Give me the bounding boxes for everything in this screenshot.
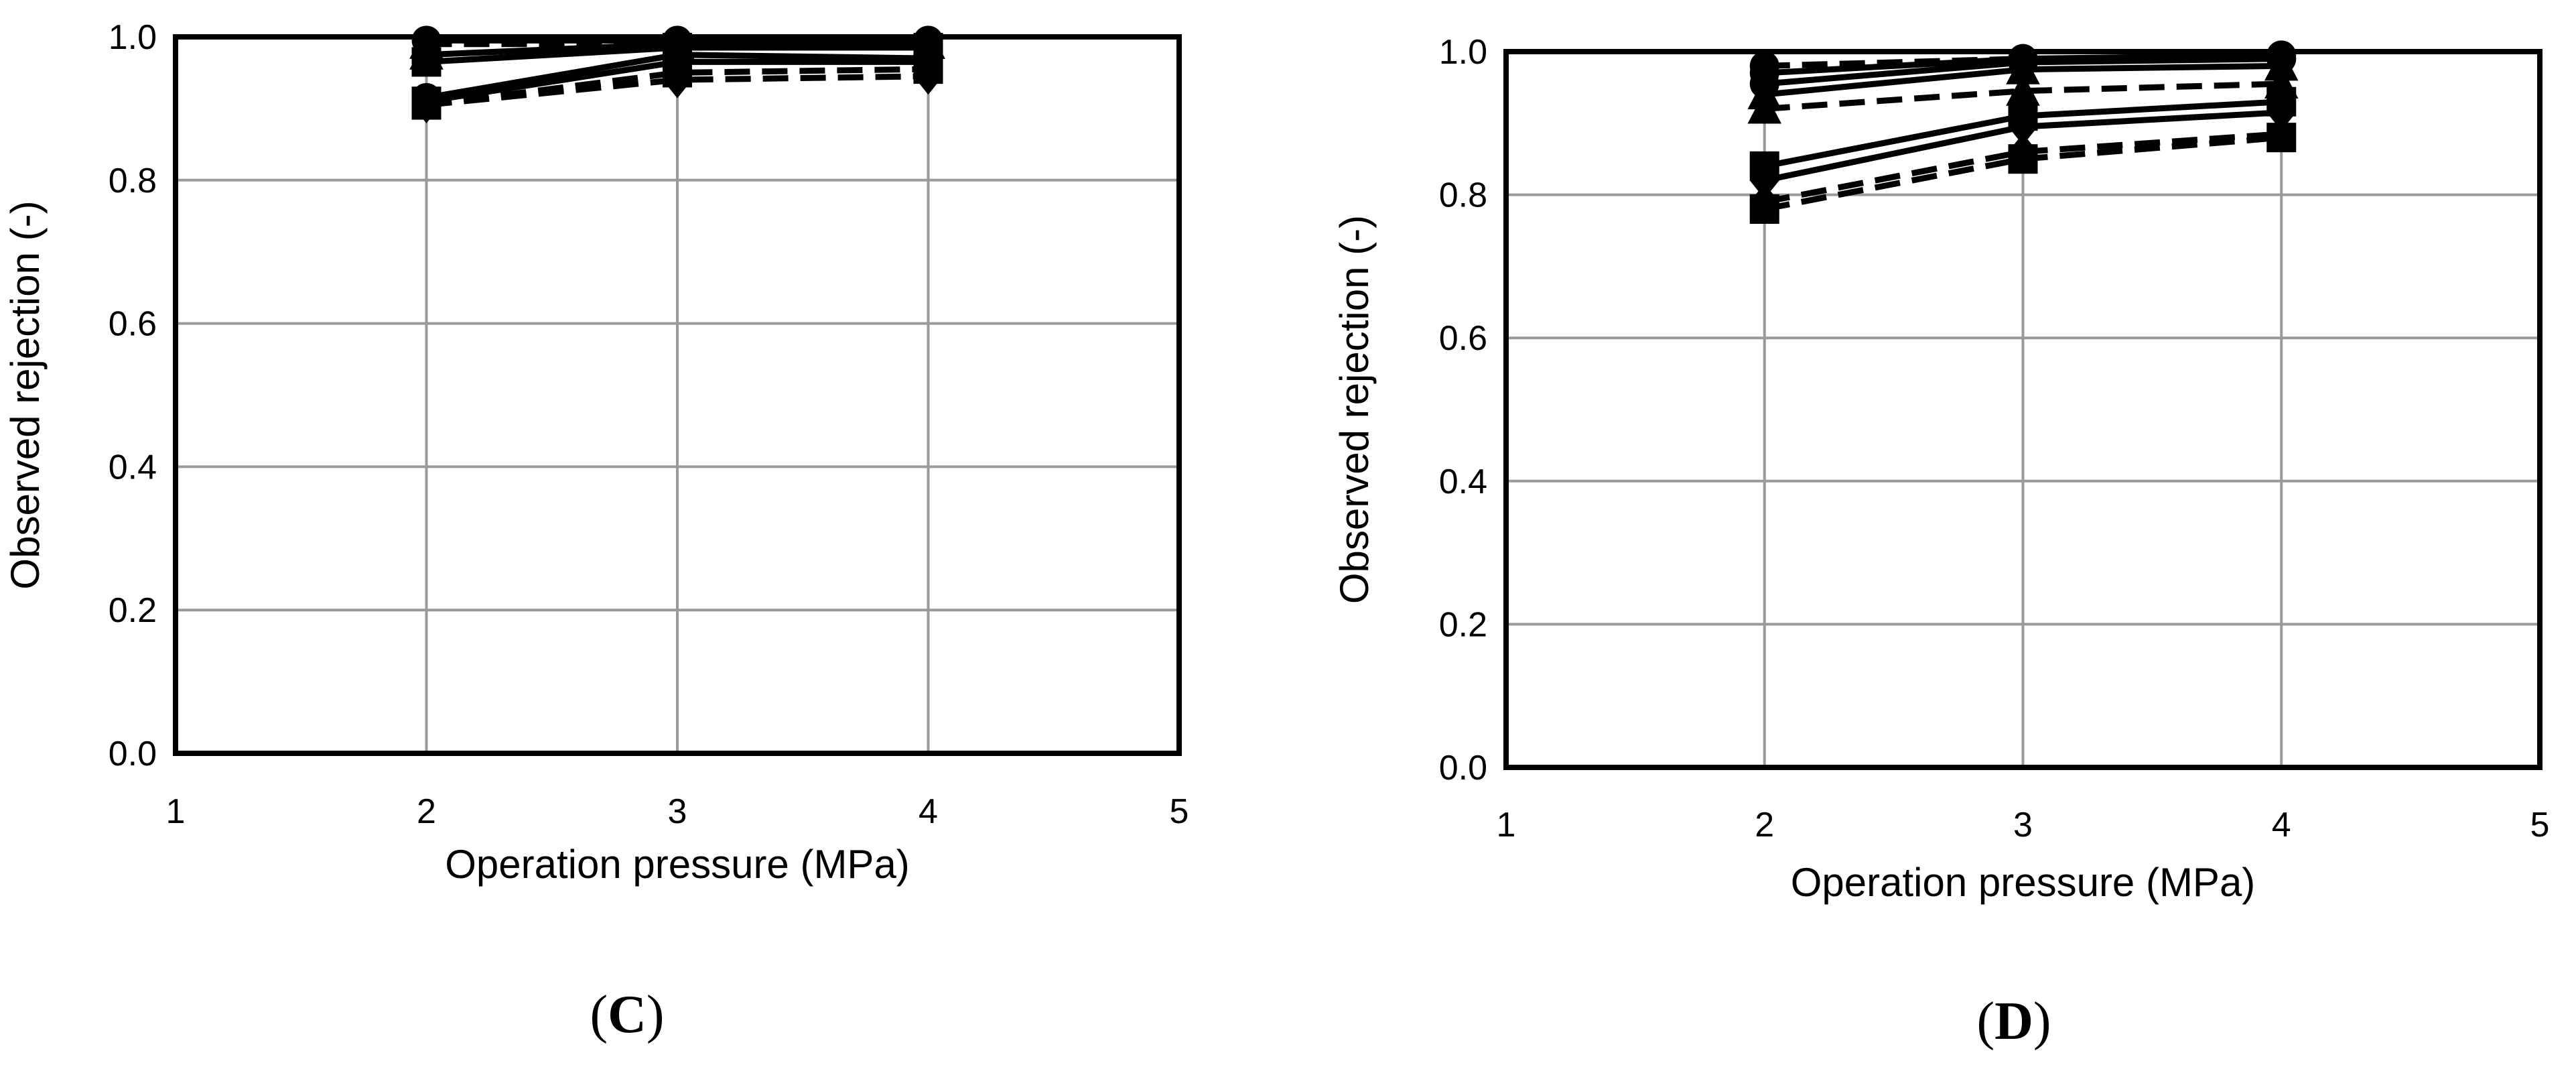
- triangle-marker: [2006, 73, 2040, 106]
- x-tick-label: 2: [417, 792, 436, 831]
- x-tick-label: 4: [919, 792, 938, 831]
- caption-paren: ): [2033, 992, 2051, 1051]
- series-line: [426, 73, 929, 109]
- diamond-marker: [411, 86, 442, 124]
- square-marker: [2266, 123, 2297, 153]
- diamond-marker: [2008, 108, 2038, 145]
- chart-panel-c: 0.0 0.2 0.4 0.6 0.8 1.0 1 2 3 4 5 Operation pressur…: [3, 18, 1189, 1044]
- y-tick-label: 0.0: [109, 735, 157, 773]
- y-tick-label: 0.8: [109, 162, 157, 200]
- x-tick-label: 2: [1755, 806, 1774, 844]
- caption-letter: C: [608, 985, 647, 1044]
- y-tick-label: 0.6: [109, 305, 157, 344]
- y-tick-label: 0.4: [1439, 462, 1487, 501]
- series-7: [1749, 94, 2297, 199]
- x-tick-label: 5: [1170, 792, 1189, 831]
- series-line: [1764, 80, 2282, 112]
- diamond-marker: [913, 58, 943, 95]
- square-marker: [411, 47, 442, 77]
- panel-caption: (C): [590, 985, 664, 1044]
- diamond-marker: [663, 61, 692, 99]
- y-tick-label: 1.0: [109, 18, 157, 57]
- triangle-marker: [1747, 91, 1782, 124]
- x-tick-label: 1: [1497, 806, 1516, 844]
- y-tick-label: 0.4: [109, 448, 157, 487]
- triangle-marker: [2264, 48, 2299, 81]
- x-tick-label: 4: [2272, 806, 2291, 844]
- y-axis-label: Observed rejection (-): [1332, 215, 1377, 604]
- caption-letter: D: [1994, 992, 2033, 1051]
- y-tick-label: 0.2: [1439, 605, 1487, 644]
- square-marker: [2008, 144, 2038, 174]
- y-tick-label: 0.0: [1439, 749, 1487, 788]
- diamond-marker: [1749, 162, 1779, 199]
- y-tick-label: 0.6: [1439, 319, 1487, 358]
- y-axis-label: Observed rejection (-): [3, 200, 48, 589]
- y-tick-label: 0.2: [109, 591, 157, 630]
- x-tick-label: 5: [2530, 806, 2550, 844]
- panel-caption: (D): [1976, 992, 2051, 1051]
- plot-border: [173, 34, 1182, 756]
- diamond-marker: [2266, 94, 2297, 131]
- series-8: [411, 58, 943, 124]
- chart-panel-d: 0.0 0.2 0.4 0.6 0.8 1.0 1 2 3 4 5 Operation pressur…: [1332, 33, 2549, 1051]
- caption-paren: ): [647, 985, 665, 1044]
- caption-paren: (: [1976, 992, 1994, 1051]
- y-tick-label: 0.8: [1439, 176, 1487, 215]
- x-tick-label: 3: [2013, 806, 2033, 844]
- x-tick-label: 3: [668, 792, 687, 831]
- caption-paren: (: [590, 985, 608, 1044]
- y-tick-label: 1.0: [1439, 33, 1487, 72]
- square-marker: [1749, 194, 1779, 224]
- series-9: [1749, 123, 2297, 224]
- x-tick-label: 1: [166, 792, 186, 831]
- plot-border: [1503, 49, 2543, 770]
- x-axis-label: Operation pressure (MPa): [1791, 860, 2256, 905]
- x-axis-label: Operation pressure (MPa): [445, 842, 910, 887]
- triangle-marker: [2006, 52, 2040, 84]
